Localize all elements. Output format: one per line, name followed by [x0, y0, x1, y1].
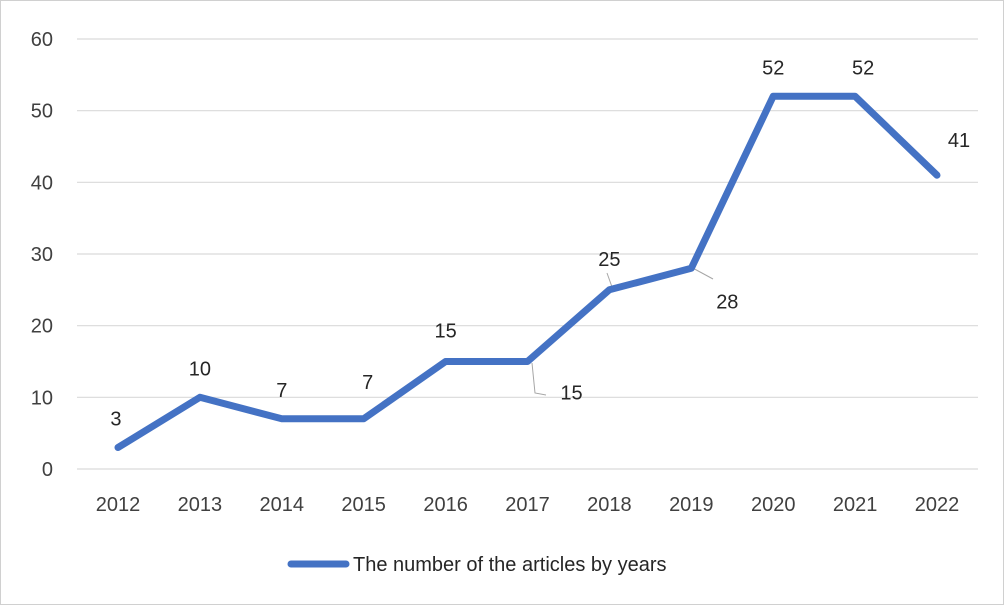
- data-label: 15: [560, 383, 582, 405]
- legend: The number of the articles by years: [287, 554, 666, 576]
- x-tick-label: 2018: [587, 494, 632, 516]
- x-tick-label: 2022: [915, 494, 960, 516]
- series-line: [114, 92, 941, 451]
- gridlines: [77, 38, 978, 470]
- data-labels: 3 10 7 7 15 15 25 28 52 52 41: [110, 57, 970, 430]
- y-tick-label: 40: [31, 172, 53, 194]
- y-tick-label: 20: [31, 316, 53, 338]
- data-label: 10: [189, 358, 211, 380]
- x-tick-label: 2012: [96, 494, 141, 516]
- leader-line: [531, 362, 547, 396]
- y-tick-label: 30: [31, 244, 53, 266]
- x-tick-label: 2021: [833, 494, 878, 516]
- y-tick-label: 0: [42, 459, 53, 481]
- leader-line: [606, 272, 613, 288]
- data-label: 41: [948, 130, 970, 152]
- x-tick-label: 2014: [260, 494, 305, 516]
- data-label: 25: [598, 249, 620, 271]
- x-axis-ticks: 2012 2013 2014 2015 2016 2017 2018 2019 2020 2021…: [96, 494, 960, 516]
- y-tick-label: 50: [31, 101, 53, 123]
- x-tick-label: 2017: [505, 494, 550, 516]
- legend-label: The number of the articles by years: [353, 554, 666, 576]
- x-tick-label: 2020: [751, 494, 796, 516]
- data-label: 52: [762, 57, 784, 79]
- series-line-group: [114, 92, 941, 451]
- data-label-leader-lines: [363, 265, 714, 420]
- y-tick-label: 60: [31, 29, 53, 51]
- data-label: 7: [362, 372, 373, 394]
- data-label: 28: [716, 291, 738, 313]
- data-label: 7: [276, 380, 287, 402]
- data-label: 52: [852, 57, 874, 79]
- x-tick-label: 2016: [423, 494, 468, 516]
- x-tick-label: 2013: [178, 494, 223, 516]
- y-axis-ticks: 0 10 20 30 40 50 60: [31, 29, 53, 481]
- x-tick-label: 2019: [669, 494, 714, 516]
- data-label: 3: [110, 409, 121, 431]
- x-tick-label: 2015: [341, 494, 386, 516]
- data-label: 15: [434, 321, 456, 343]
- y-tick-label: 10: [31, 387, 53, 409]
